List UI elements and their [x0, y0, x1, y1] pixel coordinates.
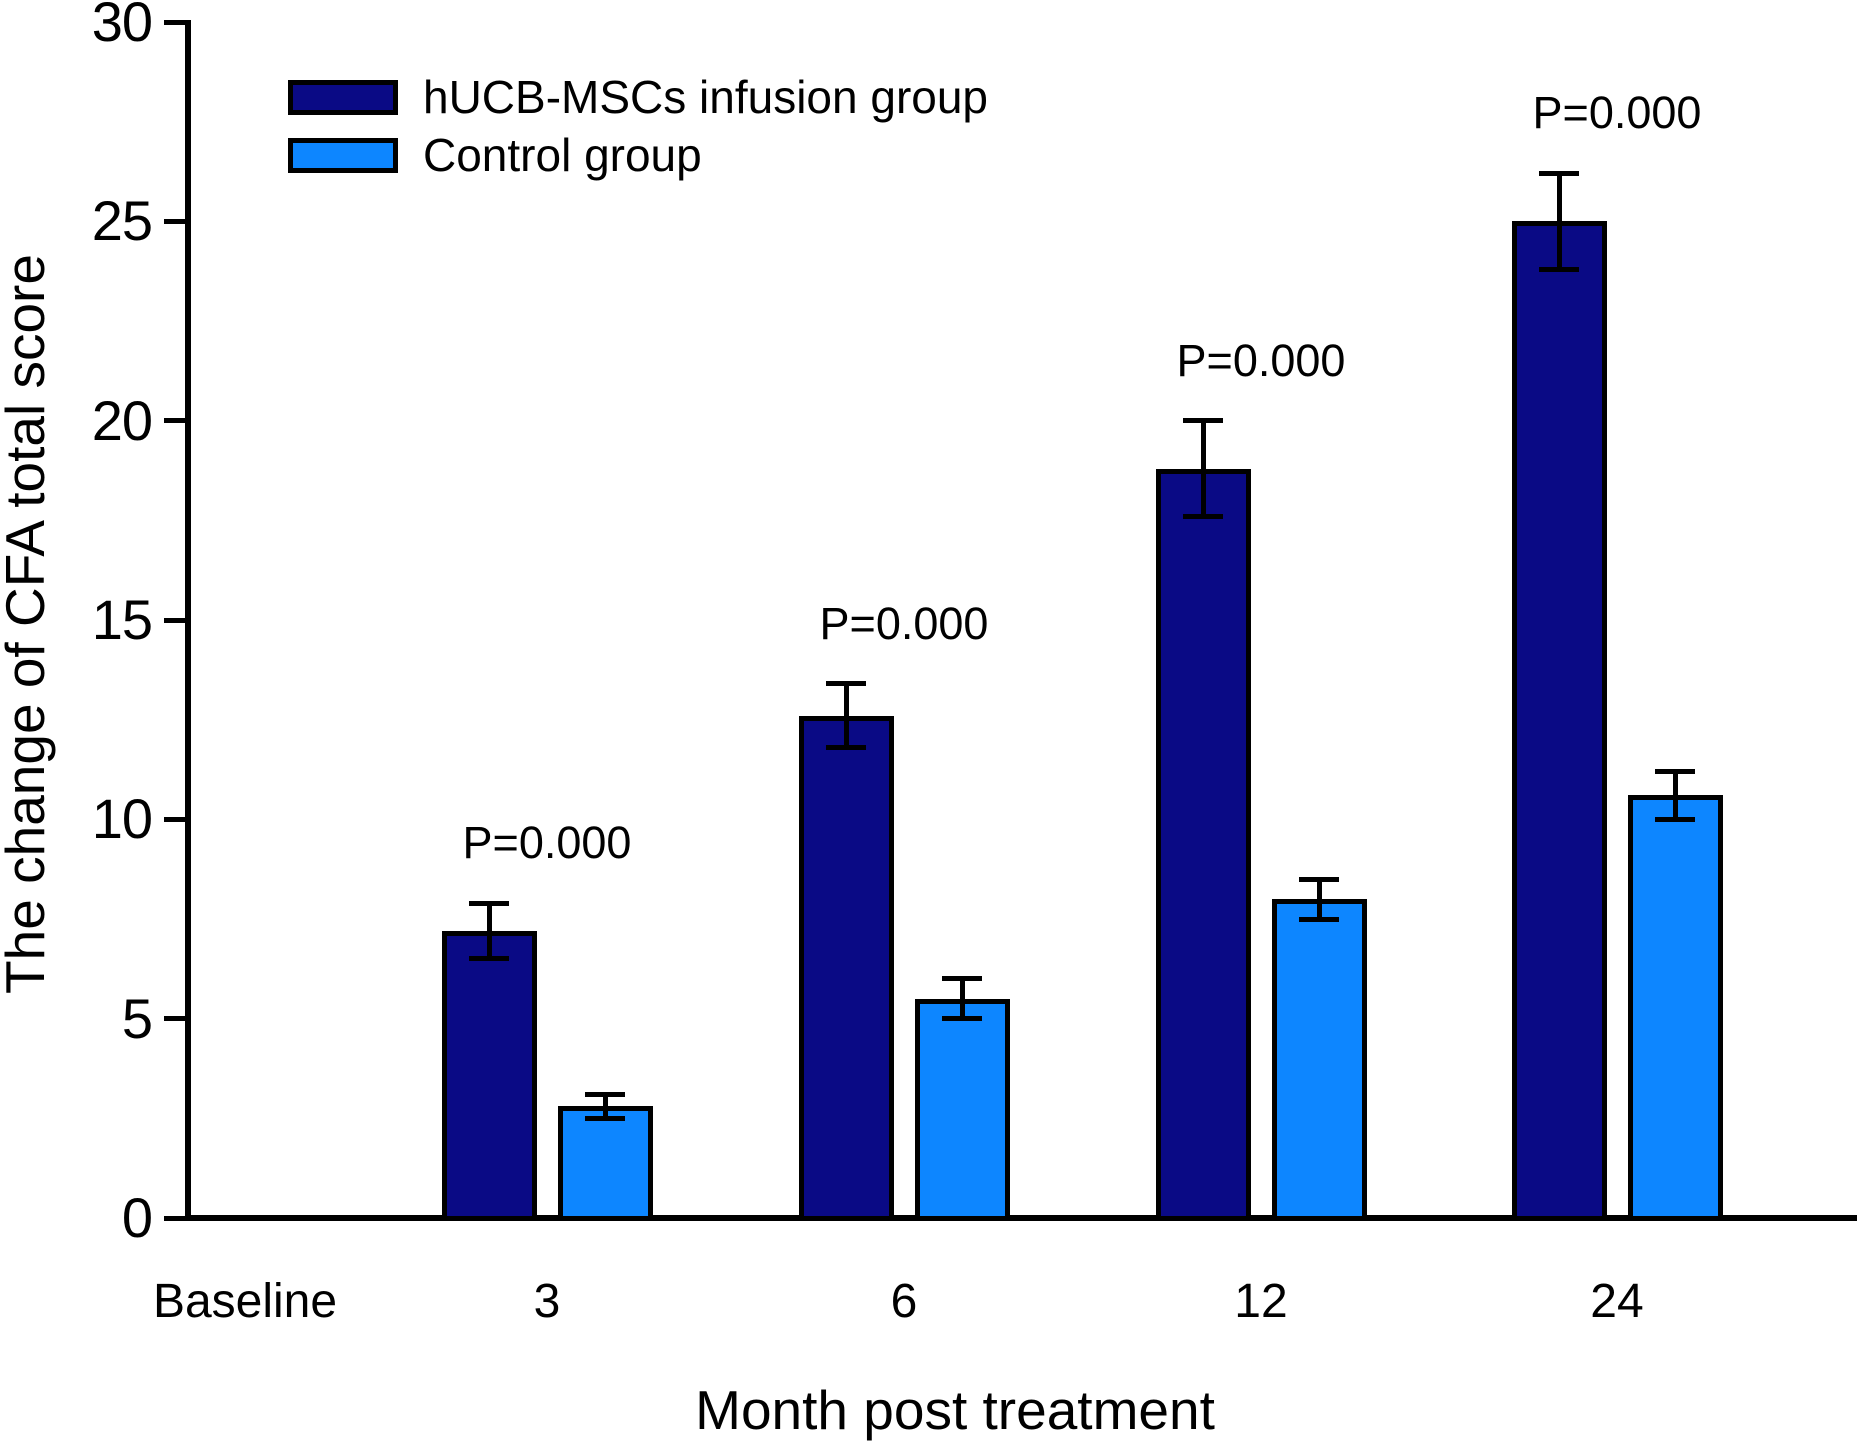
y-axis-line	[185, 20, 191, 1220]
p-value-label-month-3: P=0.000	[462, 817, 632, 869]
bar-infusion-month-24	[1511, 221, 1607, 1221]
y-tick-label: 15	[91, 588, 153, 651]
y-tick-mark	[164, 418, 188, 424]
p-value-label-month-12: P=0.000	[1176, 334, 1346, 386]
x-tick-label: 3	[533, 1275, 561, 1328]
p-value-label-month-24: P=0.000	[1532, 87, 1702, 139]
error-bar	[486, 903, 492, 959]
x-tick-label: 6	[890, 1275, 918, 1328]
error-bar	[1316, 879, 1322, 919]
y-tick-label: 20	[91, 388, 153, 452]
error-bar-cap	[1539, 266, 1579, 272]
bar-control-month-3	[557, 1106, 653, 1221]
bar-control-month-6	[914, 998, 1010, 1221]
error-bar-cap	[585, 1091, 625, 1097]
legend-swatch-control	[288, 138, 398, 173]
bar-control-month-12	[1271, 899, 1367, 1221]
error-bar-cap	[469, 900, 509, 906]
error-bar	[1672, 771, 1678, 820]
error-bar-cap	[1183, 418, 1223, 424]
error-bar-cap	[1183, 513, 1223, 519]
y-tick-label: 30	[91, 0, 153, 53]
bar-control-month-24	[1627, 795, 1723, 1221]
error-bar-cap	[1655, 768, 1695, 774]
y-tick-label: 0	[121, 1186, 153, 1249]
error-bar	[602, 1094, 608, 1119]
y-tick-mark	[164, 1016, 188, 1022]
y-tick-mark	[164, 1215, 188, 1221]
error-bar-cap	[1539, 170, 1579, 176]
y-tick-mark	[164, 617, 188, 623]
y-tick-label: 5	[121, 986, 153, 1050]
legend-label-infusion: hUCB-MSCs infusion group	[423, 71, 989, 123]
error-bar-cap	[826, 681, 866, 687]
legend-swatch-infusion	[288, 80, 398, 115]
y-tick-mark	[164, 19, 188, 25]
error-bar-cap	[469, 956, 509, 962]
y-tick-label: 10	[91, 787, 153, 851]
p-value-label-month-6: P=0.000	[819, 597, 989, 649]
error-bar-cap	[585, 1115, 625, 1121]
bar-infusion-month-6	[798, 715, 894, 1221]
error-bar-cap	[1655, 816, 1695, 822]
error-bar	[959, 978, 965, 1019]
error-bar-cap	[1299, 916, 1339, 922]
bar-infusion-month-12	[1155, 468, 1251, 1221]
bar-infusion-month-3	[441, 930, 537, 1221]
error-bar	[1200, 420, 1206, 517]
x-axis-title: Month post treatment	[695, 1379, 1215, 1441]
error-bar-cap	[1299, 876, 1339, 882]
error-bar-cap	[826, 745, 866, 751]
x-tick-label: 24	[1590, 1275, 1644, 1328]
x-axis-line	[185, 1215, 1857, 1221]
x-tick-label: Baseline	[152, 1275, 338, 1328]
error-bar	[1556, 173, 1562, 270]
x-tick-label: 12	[1234, 1275, 1288, 1328]
y-tick-label: 25	[91, 189, 153, 253]
y-tick-mark	[164, 816, 188, 822]
error-bar-cap	[942, 976, 982, 982]
error-bar-cap	[942, 1016, 982, 1022]
legend-label-control: Control group	[423, 129, 702, 181]
y-tick-mark	[164, 218, 188, 224]
error-bar	[843, 683, 849, 748]
